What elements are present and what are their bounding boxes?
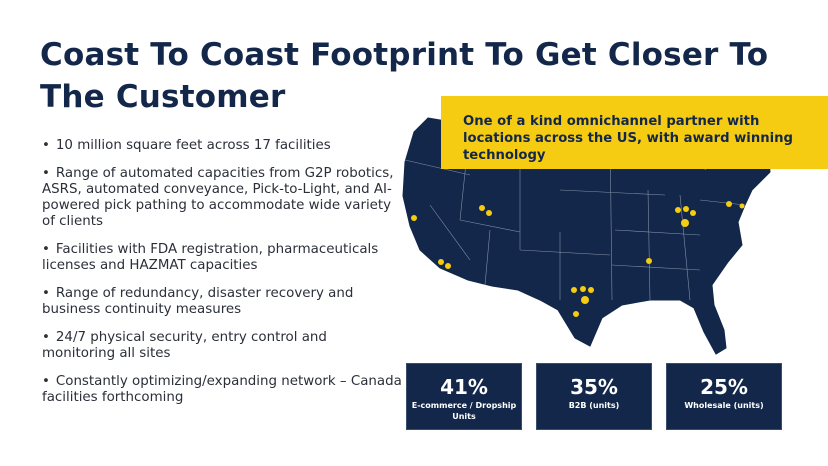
bullet-item: Constantly optimizing/expanding network … — [42, 374, 402, 406]
state-borders — [404, 124, 746, 301]
stat-value: 41% — [440, 375, 488, 399]
facility-dots — [411, 201, 745, 317]
stat-label: E-commerce / Dropship Units — [411, 401, 517, 421]
callout-box: One of a kind omnichannel partner with l… — [441, 96, 828, 169]
stat-label: B2B (units) — [568, 401, 620, 410]
stat-b2b: 35% B2B (units) — [536, 363, 652, 430]
bullet-item: 24/7 physical security, entry control an… — [42, 330, 402, 362]
bullet-item: Range of automated capacities from G2P r… — [42, 166, 402, 230]
stat-value: 25% — [700, 375, 748, 399]
slide-title: Coast To Coast Footprint To Get Closer T… — [40, 37, 769, 115]
us-facilities-map — [402, 117, 771, 355]
stat-label: Wholesale (units) — [684, 401, 764, 410]
stat-ecommerce: 41% E-commerce / Dropship Units — [406, 363, 522, 430]
bullet-list: 10 million square feet across 17 facilit… — [42, 138, 402, 418]
bullet-item: Range of redundancy, disaster recovery a… — [42, 286, 402, 318]
stat-wholesale: 25% Wholesale (units) — [666, 363, 782, 430]
stat-value: 35% — [570, 375, 618, 399]
bullet-item: 10 million square feet across 17 facilit… — [42, 138, 402, 154]
bullet-item: Facilities with FDA registration, pharma… — [42, 242, 402, 274]
